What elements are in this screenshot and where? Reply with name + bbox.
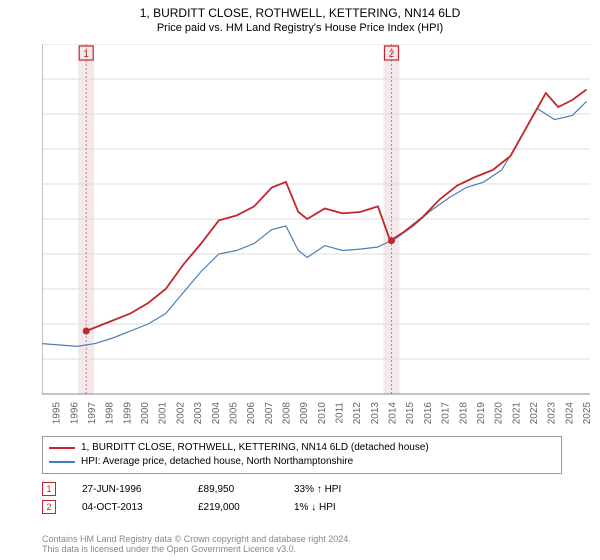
chart-title: 1, BURDITT CLOSE, ROTHWELL, KETTERING, N… xyxy=(0,0,600,20)
svg-text:2025: 2025 xyxy=(582,402,590,424)
svg-text:2000: 2000 xyxy=(140,402,151,424)
svg-text:2002: 2002 xyxy=(175,402,186,424)
transaction-date: 27-JUN-1996 xyxy=(82,484,172,495)
legend-swatch-red xyxy=(49,447,75,449)
svg-text:2004: 2004 xyxy=(211,402,222,424)
transaction-marker-1: 1 xyxy=(42,482,56,496)
legend: 1, BURDITT CLOSE, ROTHWELL, KETTERING, N… xyxy=(42,436,562,474)
transaction-marker-2: 2 xyxy=(42,500,56,514)
svg-text:2016: 2016 xyxy=(423,402,434,424)
svg-text:2001: 2001 xyxy=(158,402,169,424)
svg-text:2021: 2021 xyxy=(511,402,522,424)
svg-text:2015: 2015 xyxy=(405,402,416,424)
legend-swatch-blue xyxy=(49,461,75,463)
svg-text:1996: 1996 xyxy=(69,402,80,424)
license-text: Contains HM Land Registry data © Crown c… xyxy=(42,534,562,554)
svg-text:2022: 2022 xyxy=(529,402,540,424)
transaction-diff: 1% ↓ HPI xyxy=(294,502,336,513)
svg-text:2009: 2009 xyxy=(299,402,310,424)
transaction-date: 04-OCT-2013 xyxy=(82,502,172,513)
chart-subtitle: Price paid vs. HM Land Registry's House … xyxy=(0,20,600,34)
svg-text:1994: 1994 xyxy=(42,402,45,424)
svg-text:2017: 2017 xyxy=(441,402,452,424)
svg-text:2019: 2019 xyxy=(476,402,487,424)
svg-text:2003: 2003 xyxy=(193,402,204,424)
svg-text:2012: 2012 xyxy=(352,402,363,424)
svg-text:1995: 1995 xyxy=(52,402,63,424)
transaction-price: £219,000 xyxy=(198,502,268,513)
transaction-price: £89,950 xyxy=(198,484,268,495)
svg-text:2014: 2014 xyxy=(388,402,399,424)
svg-text:2020: 2020 xyxy=(494,402,505,424)
legend-label-red: 1, BURDITT CLOSE, ROTHWELL, KETTERING, N… xyxy=(81,441,429,455)
svg-text:2008: 2008 xyxy=(281,402,292,424)
legend-label-blue: HPI: Average price, detached house, Nort… xyxy=(81,455,353,469)
svg-text:2005: 2005 xyxy=(228,402,239,424)
svg-text:2006: 2006 xyxy=(246,402,257,424)
svg-text:2023: 2023 xyxy=(547,402,558,424)
svg-text:2007: 2007 xyxy=(264,402,275,424)
transactions-table: 1 27-JUN-1996 £89,950 33% ↑ HPI 2 04-OCT… xyxy=(42,478,562,518)
svg-text:2013: 2013 xyxy=(370,402,381,424)
price-chart: £0£50K£100K£150K£200K£250K£300K£350K£400… xyxy=(42,44,590,424)
svg-text:1999: 1999 xyxy=(122,402,133,424)
transaction-diff: 33% ↑ HPI xyxy=(294,484,341,495)
svg-text:1: 1 xyxy=(83,49,89,60)
svg-text:2024: 2024 xyxy=(564,402,575,424)
svg-text:2010: 2010 xyxy=(317,402,328,424)
svg-text:2011: 2011 xyxy=(335,402,346,424)
svg-text:2: 2 xyxy=(389,49,395,60)
svg-text:1997: 1997 xyxy=(87,402,98,424)
svg-text:2018: 2018 xyxy=(458,402,469,424)
svg-text:1998: 1998 xyxy=(105,402,116,424)
